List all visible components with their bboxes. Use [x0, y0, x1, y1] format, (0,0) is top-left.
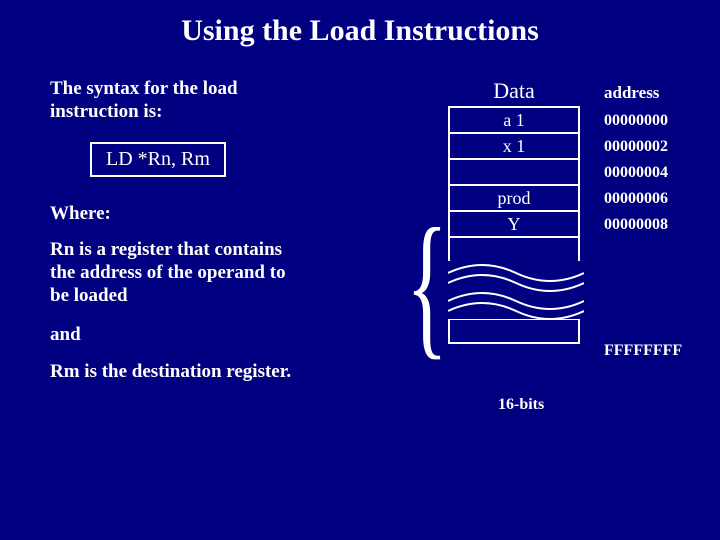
left-column: The syntax for the load instruction is: … — [50, 78, 380, 383]
rm-description: Rm is the destination register. — [50, 361, 380, 384]
rn-line1: Rn is a register that contains — [50, 239, 282, 260]
address-header: address — [604, 83, 659, 103]
address-column: 00000000 00000002 00000004 00000006 0000… — [604, 106, 682, 364]
syntax-intro-line2: instruction is: — [50, 101, 162, 122]
rn-line2: the address of the operand to — [50, 262, 286, 283]
rn-description: Rn is a register that contains the addre… — [50, 239, 380, 307]
memory-diagram: Data address { a 1 x 1 prod Y — [400, 78, 690, 364]
data-header: Data — [448, 78, 580, 104]
rn-line3: be loaded — [50, 285, 128, 306]
width-label: 16-bits — [498, 396, 544, 414]
syntax-box: LD *Rn, Rm — [90, 142, 226, 177]
address-value: 00000000 — [604, 108, 682, 134]
memory-cell-last — [450, 318, 578, 344]
memory-header-row: Data address — [400, 78, 690, 104]
where-label: Where: — [50, 203, 380, 226]
memory-cell: x 1 — [450, 132, 578, 158]
brace-icon: { — [406, 216, 420, 352]
address-value-last: FFFFFFFF — [604, 338, 682, 364]
address-value: 00000006 — [604, 186, 682, 212]
memory-cells: a 1 x 1 prod Y — [448, 106, 580, 344]
address-value: 00000004 — [604, 160, 682, 186]
content-area: The syntax for the load instruction is: … — [0, 48, 720, 383]
memory-cell — [450, 236, 578, 262]
memory-cell: Y — [450, 210, 578, 236]
memory-gap — [448, 261, 580, 319]
address-value: 00000002 — [604, 134, 682, 160]
memory-cell — [450, 158, 578, 184]
right-column: Data address { a 1 x 1 prod Y — [380, 78, 690, 383]
address-value: 00000008 — [604, 212, 682, 238]
syntax-intro-line1: The syntax for the load — [50, 78, 238, 99]
memory-body: { a 1 x 1 prod Y — [400, 106, 690, 364]
and-label: and — [50, 324, 380, 347]
memory-cell: prod — [450, 184, 578, 210]
page-title: Using the Load Instructions — [0, 0, 720, 48]
syntax-intro: The syntax for the load instruction is: — [50, 78, 380, 124]
memory-cell: a 1 — [450, 106, 578, 132]
